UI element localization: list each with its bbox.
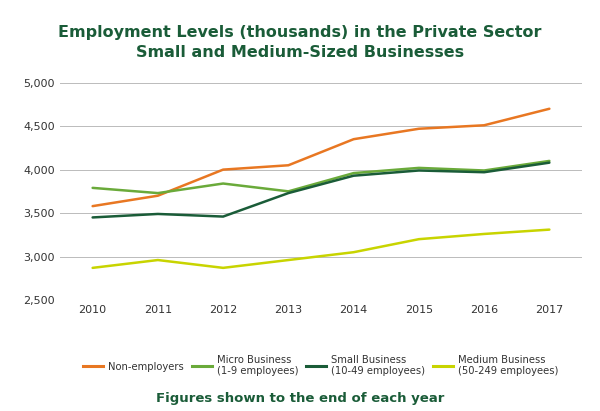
Legend: Non-employers, Micro Business
(1-9 employees), Small Business
(10-49 employees),: Non-employers, Micro Business (1-9 emplo… [83, 355, 559, 376]
Text: Employment Levels (thousands) in the Private Sector
Small and Medium-Sized Busin: Employment Levels (thousands) in the Pri… [58, 25, 542, 60]
Text: Figures shown to the end of each year: Figures shown to the end of each year [156, 392, 444, 405]
